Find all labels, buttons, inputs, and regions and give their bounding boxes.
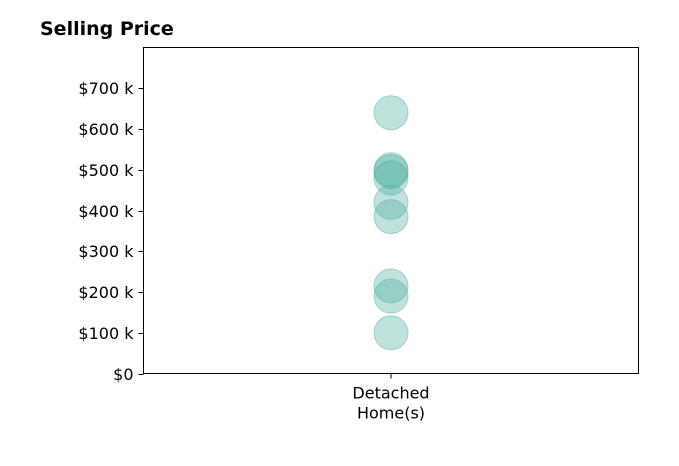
- data-point: [373, 95, 409, 131]
- x-tick-label-line: Home(s): [357, 404, 425, 423]
- data-point: [373, 278, 409, 314]
- x-tick-label: Detached Home(s): [352, 384, 429, 423]
- data-point: [373, 160, 409, 196]
- x-axis: Detached Home(s): [352, 373, 430, 423]
- data-point: [373, 154, 409, 190]
- data-point: [373, 315, 409, 351]
- y-tick-label: $600 k: [78, 120, 134, 139]
- y-tick-label: $300 k: [78, 242, 134, 261]
- y-tick-label: $200 k: [78, 283, 134, 302]
- y-tick-label: $0: [113, 365, 133, 384]
- y-tick-label: $700 k: [78, 79, 134, 98]
- y-tick-label: $500 k: [78, 161, 134, 180]
- data-point: [373, 199, 409, 235]
- y-tick-label: $100 k: [78, 324, 134, 343]
- data-point: [373, 152, 409, 188]
- y-axis: $0 $100 k $200 k $300 k $400 k $500 k $600 k $7…: [78, 79, 144, 384]
- data-point: [373, 184, 409, 220]
- data-point: [373, 268, 409, 304]
- chart-title: Selling Price: [40, 18, 174, 40]
- x-tick-label-line: Detached: [352, 384, 429, 403]
- marks-layer: [373, 95, 409, 351]
- y-tick-label: $400 k: [78, 202, 134, 221]
